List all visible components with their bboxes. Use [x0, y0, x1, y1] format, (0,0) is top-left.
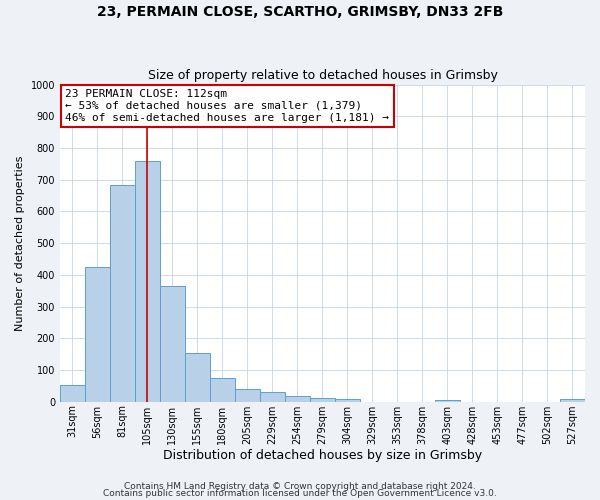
- Bar: [160, 286, 185, 402]
- Bar: [210, 378, 235, 402]
- Bar: [310, 398, 335, 402]
- Bar: [335, 399, 360, 402]
- Bar: [285, 396, 310, 402]
- Y-axis label: Number of detached properties: Number of detached properties: [15, 156, 25, 331]
- Text: 23, PERMAIN CLOSE, SCARTHO, GRIMSBY, DN33 2FB: 23, PERMAIN CLOSE, SCARTHO, GRIMSBY, DN3…: [97, 5, 503, 19]
- Bar: [135, 160, 160, 402]
- Text: Contains HM Land Registry data © Crown copyright and database right 2024.: Contains HM Land Registry data © Crown c…: [124, 482, 476, 491]
- Text: 23 PERMAIN CLOSE: 112sqm
← 53% of detached houses are smaller (1,379)
46% of sem: 23 PERMAIN CLOSE: 112sqm ← 53% of detach…: [65, 90, 389, 122]
- Bar: [60, 385, 85, 402]
- Bar: [185, 353, 210, 402]
- Title: Size of property relative to detached houses in Grimsby: Size of property relative to detached ho…: [148, 69, 497, 82]
- Text: Contains public sector information licensed under the Open Government Licence v3: Contains public sector information licen…: [103, 489, 497, 498]
- Bar: [560, 399, 585, 402]
- Bar: [260, 392, 285, 402]
- Bar: [85, 267, 110, 402]
- X-axis label: Distribution of detached houses by size in Grimsby: Distribution of detached houses by size …: [163, 450, 482, 462]
- Bar: [235, 389, 260, 402]
- Bar: [110, 186, 135, 402]
- Bar: [435, 400, 460, 402]
